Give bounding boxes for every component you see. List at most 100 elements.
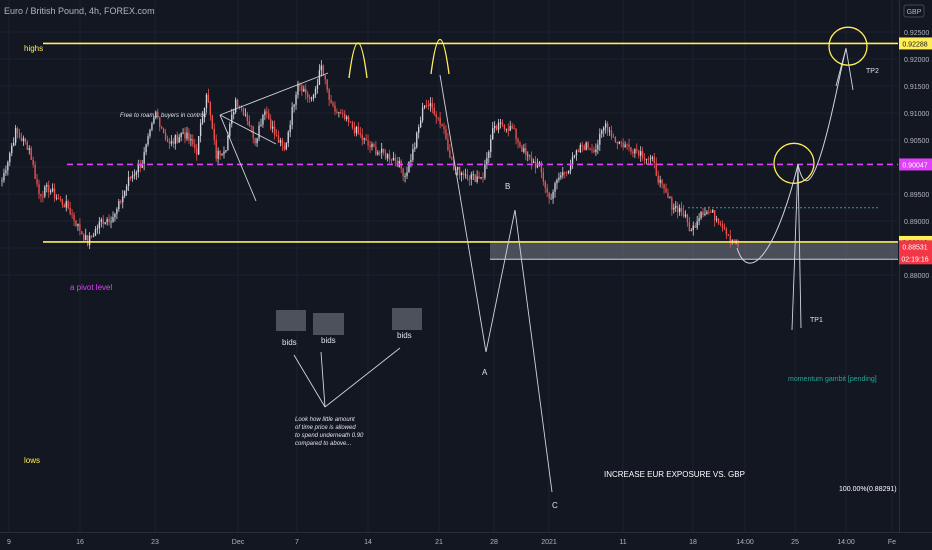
- candle-body-375: [731, 240, 733, 242]
- bids-label-3: bids: [397, 331, 412, 340]
- candle-body-105: [205, 94, 208, 108]
- candle-body-144: [281, 140, 284, 146]
- candle-body-108: [211, 115, 213, 129]
- candle-body-16: [32, 159, 34, 165]
- candle-body-209: [408, 161, 410, 173]
- candle-body-300: [585, 142, 587, 150]
- time-tick-13: 14:00: [837, 539, 855, 546]
- candle-body-320: [624, 144, 626, 148]
- candle-body-17: [34, 164, 36, 179]
- tp2-label: TP2: [866, 68, 879, 75]
- candle-body-25: [49, 191, 52, 193]
- candle-body-207: [404, 176, 406, 177]
- candle-body-276: [538, 162, 541, 164]
- candle-body-93: [182, 132, 184, 134]
- candle-body-230: [449, 149, 451, 158]
- projection-path-1: [736, 164, 799, 264]
- bids-box-2: [313, 313, 344, 335]
- lows-label: lows: [24, 456, 40, 465]
- candle-body-282: [550, 198, 552, 200]
- candle-body-255: [497, 122, 500, 130]
- candle-body-319: [622, 142, 624, 148]
- look-note-line-2: of time price is allowed: [295, 425, 356, 431]
- candle-body-337: [657, 175, 659, 183]
- candle-body-294: [573, 155, 576, 157]
- candle-body-166: [324, 75, 326, 80]
- candle-body-296: [577, 150, 580, 153]
- candle-body-46: [90, 235, 93, 237]
- candle-body-355: [692, 225, 694, 231]
- candle-body-154: [301, 85, 303, 92]
- candle-body-259: [505, 128, 508, 130]
- level-price-tag-0: [899, 37, 932, 50]
- candle-body-131: [256, 138, 258, 144]
- candle-body-356: [694, 225, 696, 228]
- candle-body-336: [655, 163, 657, 176]
- candle-body-237: [462, 172, 465, 176]
- tp1-tick-left: [791, 164, 799, 331]
- candle-body-309: [603, 127, 605, 131]
- candle-body-228: [445, 129, 447, 139]
- candle-body-124: [242, 107, 245, 115]
- candle-body-164: [320, 65, 323, 71]
- time-tick-7: 28: [490, 539, 498, 546]
- candle-body-304: [593, 149, 595, 153]
- candle-body-62: [122, 196, 124, 203]
- candle-body-256: [499, 122, 502, 124]
- candle-body-245: [478, 176, 480, 179]
- candle-body-361: [704, 213, 706, 216]
- candle-body-132: [258, 125, 260, 139]
- candle-body-347: [677, 205, 679, 213]
- candle-body-159: [310, 98, 313, 100]
- candle-body-191: [373, 143, 375, 147]
- candle-body-1: [3, 172, 5, 181]
- fib-level-label: 100.00%(0.88291): [839, 486, 897, 493]
- candle-body-323: [630, 147, 632, 152]
- candle-body-138: [270, 119, 272, 129]
- currency-badge[interactable]: [903, 4, 925, 18]
- candle-body-353: [688, 222, 691, 231]
- price-tick-3: 0.91000: [904, 111, 929, 118]
- time-tick-4: 7: [295, 539, 299, 546]
- candle-body-192: [375, 146, 377, 155]
- time-tick-2: 23: [151, 539, 159, 546]
- candle-body-170: [332, 103, 334, 106]
- candle-body-196: [382, 148, 385, 153]
- candle-body-100: [196, 148, 198, 155]
- look-note-line-1: Look how little amount: [295, 417, 355, 423]
- time-axis[interactable]: 9 16 23 Dec 7 14 21 28 2021 11 18 14:00 25 14:00 Fe: [0, 532, 932, 547]
- candle-body-28: [55, 198, 58, 199]
- candle-body-87: [170, 141, 173, 144]
- candle-body-252: [492, 128, 494, 140]
- candle-body-292: [569, 165, 572, 171]
- candle-body-206: [402, 168, 404, 177]
- candle-body-27: [53, 188, 56, 199]
- candle-body-56: [110, 221, 112, 223]
- candle-body-341: [665, 188, 667, 193]
- candle-body-221: [431, 103, 434, 109]
- candle-body-32: [63, 204, 65, 208]
- candle-body-215: [419, 120, 422, 128]
- candle-body-325: [634, 149, 636, 154]
- highs-label: highs: [24, 44, 43, 53]
- candle-body-318: [620, 141, 622, 143]
- drawings: [219, 26, 868, 493]
- candle-body-327: [638, 150, 640, 156]
- candle-body-41: [81, 231, 83, 235]
- candle-body-26: [51, 188, 54, 192]
- candle-body-197: [384, 152, 387, 159]
- price-axis[interactable]: GBP 0.92500 0.92000 0.91500 0.91000 0.90500 0…: [899, 0, 932, 532]
- candle-body-22: [44, 186, 46, 197]
- time-tick-1: 16: [76, 539, 84, 546]
- candle-body-80: [157, 111, 159, 118]
- candle-body-223: [435, 114, 437, 118]
- candle-body-24: [48, 185, 50, 193]
- abc-line-3: [514, 209, 553, 493]
- candle-body-271: [529, 154, 531, 158]
- candle-body-23: [46, 185, 48, 187]
- candle-body-366: [714, 210, 716, 221]
- candle-body-286: [558, 177, 560, 180]
- candle-body-145: [283, 145, 286, 150]
- candle-body-362: [706, 211, 708, 214]
